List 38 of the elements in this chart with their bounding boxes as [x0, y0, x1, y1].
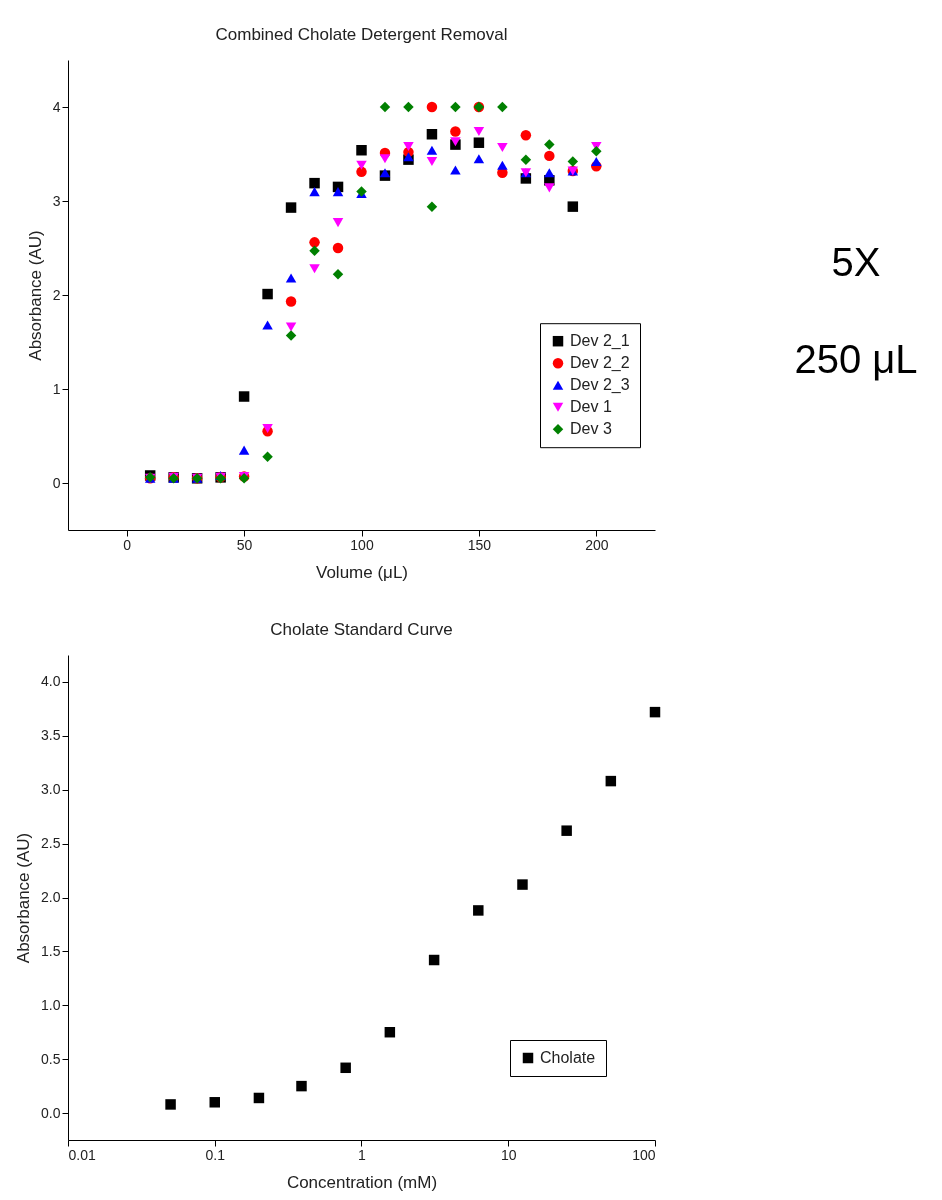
- x-tick-label: 0: [123, 536, 132, 553]
- y-tick-label: 3.0: [41, 781, 61, 798]
- y-tick-label: 0: [52, 474, 61, 491]
- y-tick-label: 3.5: [41, 727, 61, 744]
- chart-title: Combined Cholate Detergent Removal: [215, 25, 508, 44]
- x-tick-label: 150: [467, 536, 492, 553]
- y-tick-label: 2.0: [41, 889, 61, 905]
- x-axis-title: Volume (μL): [316, 562, 408, 582]
- x-tick-label: 0.01: [68, 1146, 96, 1163]
- x-tick-label: 100: [632, 1146, 656, 1163]
- text: 250 μL: [794, 337, 918, 382]
- y-axis-title: Absorbance (AU): [25, 230, 45, 361]
- legend-label: Dev 1: [570, 398, 612, 416]
- legend-label: Dev 2_1: [570, 332, 630, 351]
- x-tick-label: 10: [500, 1146, 517, 1163]
- x-tick-label: 1: [358, 1146, 367, 1163]
- y-tick-label: 4: [52, 98, 61, 115]
- y-tick-label: 2: [52, 286, 61, 303]
- x-tick-label: 100: [350, 536, 374, 553]
- y-tick-label: 2.5: [41, 835, 61, 852]
- legend-label: Dev 3: [570, 420, 612, 438]
- x-tick-label: 0.1: [205, 1146, 226, 1163]
- legend-label: Dev 2_2: [570, 354, 630, 373]
- y-tick-label: 0.0: [41, 1104, 61, 1121]
- x-axis-title: Concentration (mM): [286, 1172, 438, 1192]
- y-tick-label: 1.0: [41, 996, 61, 1013]
- legend-label: Cholate: [540, 1049, 596, 1066]
- text: 5X: [831, 240, 881, 285]
- x-tick-label: 50: [236, 536, 253, 553]
- y-tick-label: 3: [52, 192, 61, 209]
- y-tick-label: 0.5: [41, 1050, 61, 1067]
- legend-label: Dev 2_3: [570, 376, 630, 395]
- y-axis-title: Absorbance (AU): [14, 832, 34, 964]
- x-tick-label: 200: [585, 536, 609, 553]
- y-tick-label: 4.0: [41, 673, 61, 690]
- y-tick-label: 1: [52, 380, 61, 397]
- chart-title: Cholate Standard Curve: [270, 620, 453, 639]
- y-tick-label: 1.5: [41, 942, 61, 959]
